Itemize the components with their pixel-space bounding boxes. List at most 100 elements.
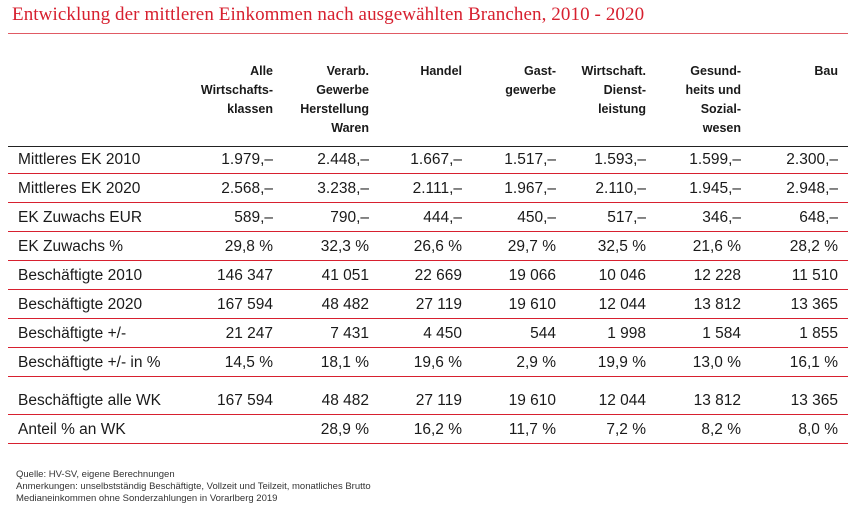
table-cell: 1 855	[799, 325, 838, 342]
table-cell: 7 431	[330, 325, 369, 342]
table-cell: 29,7 %	[507, 238, 556, 255]
column-header: Verarb. Gewerbe Herstellung Waren	[300, 62, 369, 138]
table-cell: 146 347	[216, 267, 273, 284]
column-header-line: heits und	[685, 83, 741, 97]
table-cell: 32,3 %	[320, 238, 369, 255]
table-title: Entwicklung der mittleren Einkommen nach…	[12, 4, 645, 25]
table-cell: 13 812	[693, 296, 741, 313]
table-cell: 8,2 %	[701, 421, 741, 438]
table-row: Anteil % an WK 28,9 % 16,2 % 11,7 % 7,2 % 8,2…	[8, 417, 848, 444]
header-rule	[8, 146, 848, 147]
row-label: Beschäftigte +/- in %	[18, 354, 161, 371]
column-header-line: Gewerbe	[316, 83, 369, 97]
column-header: Gesund-heits und Sozial-wesen	[685, 62, 741, 138]
column-header: Handel	[420, 62, 462, 81]
table-cell: 2.300,–	[786, 151, 838, 168]
table-cell: 28,9 %	[320, 421, 369, 438]
table-cell: 1.967,–	[504, 180, 556, 197]
table-cell: 648,–	[799, 209, 838, 226]
table-cell: 19 610	[508, 296, 556, 313]
table-cell: 13 812	[693, 392, 741, 409]
table-cell: 32,5 %	[597, 238, 646, 255]
column-header-line: Alle	[250, 64, 273, 78]
table-cell: 12 228	[693, 267, 741, 284]
column-header-line: gewerbe	[505, 83, 556, 97]
table-cell: 21,6 %	[692, 238, 741, 255]
table-row: EK Zuwachs EUR 589,– 790,– 444,– 450,– 517,– 3…	[8, 205, 848, 232]
row-label: Beschäftigte 2020	[18, 296, 143, 313]
column-header-line: Waren	[331, 121, 369, 135]
row-label: Beschäftigte alle WK	[18, 392, 162, 409]
row-label: EK Zuwachs %	[18, 238, 124, 255]
column-header-line: Sozial-	[700, 102, 741, 116]
table-cell: 2.111,–	[412, 180, 462, 197]
column-header-line: Dienst-	[603, 83, 646, 97]
table-cell: 27 119	[415, 296, 462, 313]
table-cell: 16,2 %	[413, 421, 462, 438]
table-cell: 167 594	[216, 296, 273, 313]
table-cell: 26,6 %	[413, 238, 462, 255]
table-cell: 1.979,–	[221, 151, 273, 168]
column-header-line: leistung	[598, 102, 646, 116]
table-cell: 19,6 %	[413, 354, 462, 371]
table-cell: 1.667,–	[410, 151, 462, 168]
table-row: Mittleres EK 2010 1.979,– 2.448,– 1.667,– 1.…	[8, 147, 848, 174]
table-cell: 346,–	[702, 209, 741, 226]
column-header: Gast-gewerbe	[505, 62, 556, 100]
table-cell: 14,5 %	[224, 354, 273, 371]
row-label: Beschäftigte 2010	[18, 267, 143, 284]
table-cell: 18,1 %	[320, 354, 369, 371]
table-row: Mittleres EK 2020 2.568,– 3.238,– 2.111,– 1.…	[8, 176, 848, 203]
row-label: Mittleres EK 2020	[18, 180, 141, 197]
row-label: EK Zuwachs EUR	[18, 209, 143, 226]
column-header-line: Gast-	[524, 64, 556, 78]
table-cell: 1 998	[607, 325, 646, 342]
table-cell: 2.110,–	[595, 180, 646, 197]
table-cell: 19,9 %	[597, 354, 646, 371]
column-header-line: Wirtschaft.	[581, 64, 646, 78]
row-label: Beschäftigte +/-	[18, 325, 127, 342]
source-note: Quelle: HV-SV, eigene Berechnungen	[16, 469, 175, 480]
table-cell: 589,–	[234, 209, 273, 226]
table-cell: 1.945,–	[689, 180, 741, 197]
column-header-line: Gesund-	[690, 64, 741, 78]
row-label: Mittleres EK 2010	[18, 151, 141, 168]
table-cell: 41 051	[321, 267, 369, 284]
table-cell: 517,–	[607, 209, 646, 226]
table-cell: 2.568,–	[221, 180, 273, 197]
table-cell: 22 669	[414, 267, 462, 284]
table-cell: 544	[530, 325, 556, 342]
table-cell: 8,0 %	[798, 421, 838, 438]
column-header-line: wesen	[702, 121, 741, 135]
table-cell: 11 510	[791, 267, 838, 284]
table-cell: 444,–	[423, 209, 462, 226]
table-cell: 167 594	[216, 392, 273, 409]
column-header-line: klassen	[227, 102, 273, 116]
title-underline	[8, 33, 848, 34]
table-cell: 2,9 %	[516, 354, 556, 371]
remarks-note-continued: Medianeinkommen ohne Sonderzahlungen in …	[16, 493, 278, 504]
remarks-note: Anmerkungen: unselbstständig Beschäftigt…	[16, 481, 371, 492]
footnotes: Quelle: HV-SV, eigene Berechnungen Anmer…	[16, 469, 371, 505]
table-cell: 2.448,–	[317, 151, 369, 168]
column-header: Wirtschaft. Dienst-leistung	[582, 62, 646, 119]
table-cell: 1.593,–	[594, 151, 646, 168]
table-cell: 2.948,–	[786, 180, 838, 197]
table-cell: 1.599,–	[689, 151, 741, 168]
table-row: Beschäftigte alle WK 167 594 48 482 27 119 1…	[8, 388, 848, 415]
table-row: Beschäftigte +/- 21 247 7 431 4 450 544 1 998…	[8, 321, 848, 348]
table-row: EK Zuwachs % 29,8 % 32,3 % 26,6 % 29,7 % 32,5…	[8, 234, 848, 261]
table-cell: 790,–	[330, 209, 369, 226]
table-cell: 4 450	[423, 325, 462, 342]
table-cell: 48 482	[321, 392, 369, 409]
table-cell: 48 482	[321, 296, 369, 313]
table-cell: 27 119	[415, 392, 462, 409]
table-cell: 16,1 %	[789, 354, 838, 371]
table-cell: 13,0 %	[692, 354, 741, 371]
column-header: Bau	[814, 62, 838, 81]
table-cell: 7,2 %	[606, 421, 646, 438]
column-header-line: Herstellung	[300, 102, 369, 116]
table-cell: 19 610	[508, 392, 556, 409]
column-header-line: Bau	[814, 64, 838, 78]
table-row: Beschäftigte +/- in % 14,5 % 18,1 % 19,6 % 2…	[8, 350, 848, 377]
